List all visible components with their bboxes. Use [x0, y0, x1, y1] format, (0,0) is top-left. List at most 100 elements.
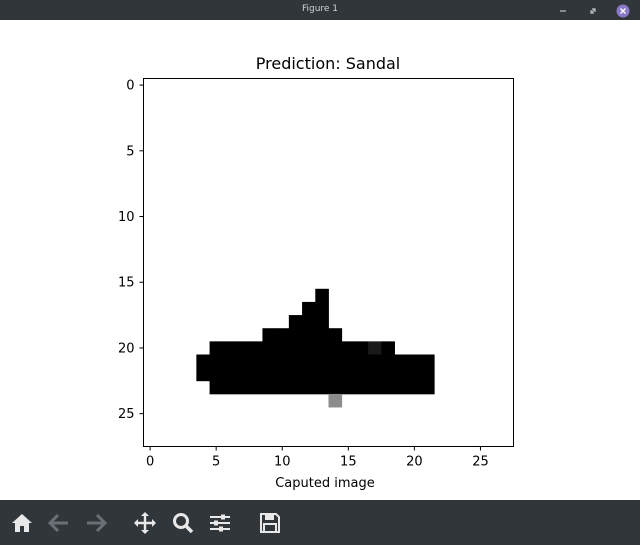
image-pixel: [222, 341, 237, 355]
pixel-layer: [196, 288, 435, 408]
image-pixel: [315, 315, 329, 329]
image-pixel: [302, 341, 316, 355]
image-pixel: [421, 367, 435, 382]
x-axis: 0 5 10 15 20 25: [146, 446, 489, 470]
y-tick-label: 15: [118, 276, 135, 291]
image-pixel: [354, 380, 369, 395]
image-pixel: [315, 354, 329, 369]
image-pixel: [209, 354, 224, 369]
image-pixel: [368, 341, 382, 355]
x-tick-label: 15: [340, 455, 357, 470]
minimize-icon[interactable]: [556, 3, 570, 17]
image-pixel: [196, 354, 210, 369]
image-pixel: [262, 341, 277, 355]
image-pixel: [341, 354, 356, 369]
image-pixel: [381, 367, 395, 382]
image-pixel: [394, 380, 409, 395]
image-pixel: [275, 354, 290, 369]
pan-move-icon[interactable]: [132, 510, 158, 536]
close-icon[interactable]: [616, 3, 630, 18]
home-icon[interactable]: [9, 510, 35, 536]
image-pixel: [222, 354, 237, 369]
image-pixel: [341, 341, 356, 355]
image-plot: Prediction: Sandal 0 5 10 15 20 25 0 5 10 15 20 25…: [118, 54, 514, 491]
image-pixel: [275, 380, 290, 395]
image-pixel: [315, 288, 329, 303]
image-pixel: [302, 328, 316, 342]
image-pixel: [354, 367, 369, 382]
image-pixel: [315, 367, 329, 382]
image-pixel: [236, 380, 250, 395]
image-pixel: [302, 301, 316, 316]
y-tick-label: 0: [126, 79, 134, 94]
image-pixel: [328, 393, 343, 408]
image-pixel: [381, 354, 395, 369]
figure-canvas[interactable]: Prediction: Sandal 0 5 10 15 20 25 0 5 10 15 20 25…: [0, 20, 640, 500]
image-pixel: [381, 341, 395, 355]
window-title: Figure 1: [301, 4, 339, 14]
image-pixel: [262, 367, 277, 382]
image-pixel: [209, 341, 224, 355]
image-pixel: [315, 341, 329, 355]
image-pixel: [315, 328, 329, 342]
image-pixel: [328, 380, 343, 395]
image-pixel: [249, 354, 263, 369]
image-pixel: [288, 354, 303, 369]
image-pixel: [275, 367, 290, 382]
image-pixel: [302, 354, 316, 369]
image-pixel: [302, 315, 316, 329]
x-tick-label: 10: [274, 455, 291, 470]
image-pixel: [394, 367, 409, 382]
image-pixel: [249, 380, 263, 395]
save-disk-icon[interactable]: [257, 510, 283, 536]
image-pixel: [368, 380, 382, 395]
image-pixel: [368, 367, 382, 382]
image-pixel: [328, 367, 343, 382]
configure-subplots-icon[interactable]: [207, 510, 233, 536]
y-axis: 0 5 10 15 20 25: [118, 79, 144, 422]
y-tick-label: 10: [118, 210, 135, 225]
image-pixel: [368, 354, 382, 369]
image-pixel: [236, 354, 250, 369]
y-tick-label: 5: [126, 144, 134, 159]
image-pixel: [407, 354, 422, 369]
image-pixel: [288, 367, 303, 382]
zoom-magnifier-icon[interactable]: [170, 510, 196, 536]
image-pixel: [249, 367, 263, 382]
forward-arrow-icon[interactable]: [83, 510, 109, 536]
back-arrow-icon[interactable]: [46, 510, 72, 536]
x-axis-label: Caputed image: [275, 476, 375, 491]
image-pixel: [288, 380, 303, 395]
image-pixel: [236, 341, 250, 355]
image-pixel: [421, 354, 435, 369]
image-pixel: [407, 380, 422, 395]
image-pixel: [288, 341, 303, 355]
image-pixel: [315, 301, 329, 316]
image-pixel: [275, 341, 290, 355]
navigation-toolbar: [0, 500, 640, 545]
image-pixel: [341, 367, 356, 382]
restore-icon[interactable]: [586, 3, 600, 17]
image-pixel: [328, 341, 343, 355]
image-pixel: [262, 328, 277, 342]
image-pixel: [381, 380, 395, 395]
x-tick-label: 20: [406, 455, 423, 470]
image-pixel: [222, 380, 237, 395]
image-pixel: [196, 367, 210, 382]
image-pixel: [262, 354, 277, 369]
image-pixel: [275, 328, 290, 342]
image-pixel: [249, 341, 263, 355]
image-pixel: [328, 328, 343, 342]
image-pixel: [328, 354, 343, 369]
image-pixel: [302, 367, 316, 382]
image-pixel: [341, 380, 356, 395]
image-pixel: [315, 380, 329, 395]
window-titlebar: Figure 1: [0, 0, 640, 20]
x-tick-label: 5: [212, 455, 220, 470]
x-tick-label: 0: [146, 455, 154, 470]
image-pixel: [302, 380, 316, 395]
y-tick-label: 20: [118, 341, 135, 356]
image-pixel: [288, 328, 303, 342]
image-pixel: [222, 367, 237, 382]
image-pixel: [421, 380, 435, 395]
